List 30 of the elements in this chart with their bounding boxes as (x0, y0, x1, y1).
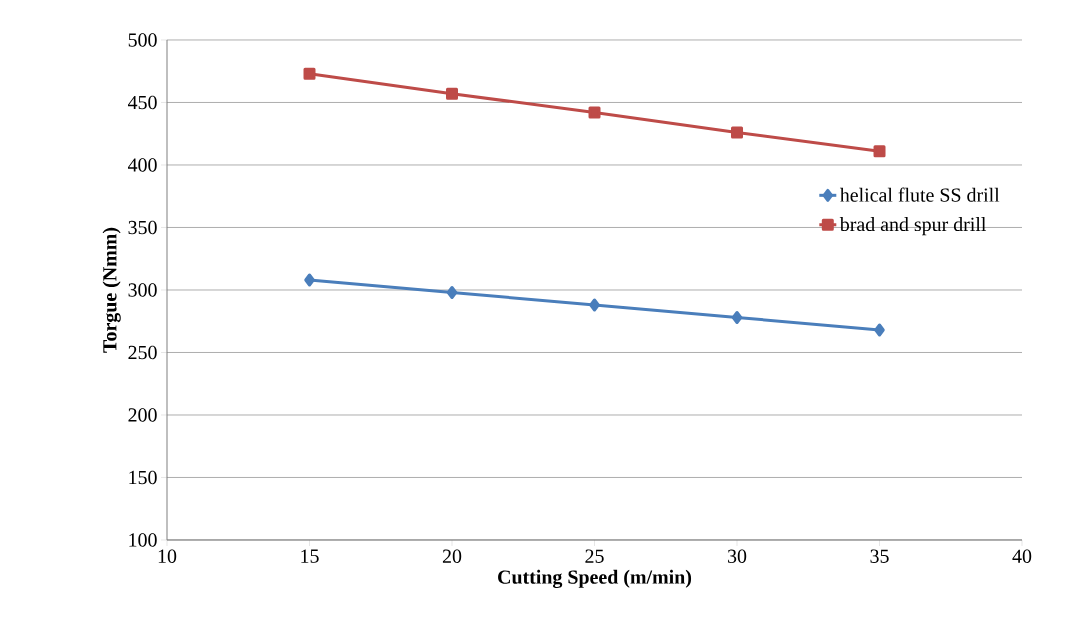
x-tick-label: 35 (870, 549, 889, 563)
y-tick-label: 450 (127, 95, 157, 110)
x-tick-label: 15 (301, 549, 319, 563)
y-tick-label: 100 (129, 533, 157, 547)
legend-label: brad and spur drill (839, 217, 987, 236)
point (731, 126, 744, 139)
point (446, 285, 458, 299)
point (873, 145, 886, 158)
y-axis-title: Torgue (Nmm) (102, 227, 121, 353)
x-axis-title: Cutting Speed (m/min) (498, 569, 692, 589)
y-tick-label: 400 (127, 158, 157, 172)
y-tick-label: 250 (128, 345, 157, 360)
point (588, 106, 601, 119)
y-tick-label: 350 (128, 220, 157, 235)
x-tick-label: 20 (442, 549, 462, 563)
point (874, 323, 885, 337)
y-tick-label: 500 (128, 33, 157, 47)
x-tick-label: 30 (728, 549, 747, 563)
y-tick-label: 300 (128, 283, 157, 297)
point (446, 87, 459, 100)
y-tick-label: 200 (128, 408, 157, 422)
point (303, 67, 316, 80)
legend-label: helical flute SS drill (839, 187, 1000, 202)
x-tick-label: 10 (158, 549, 177, 563)
x-tick-label: 25 (585, 549, 604, 563)
y-tick-label: 150 (129, 470, 157, 485)
x-tick-label: 40 (1012, 549, 1032, 563)
point (304, 273, 315, 287)
point (589, 298, 600, 312)
point (731, 310, 743, 324)
